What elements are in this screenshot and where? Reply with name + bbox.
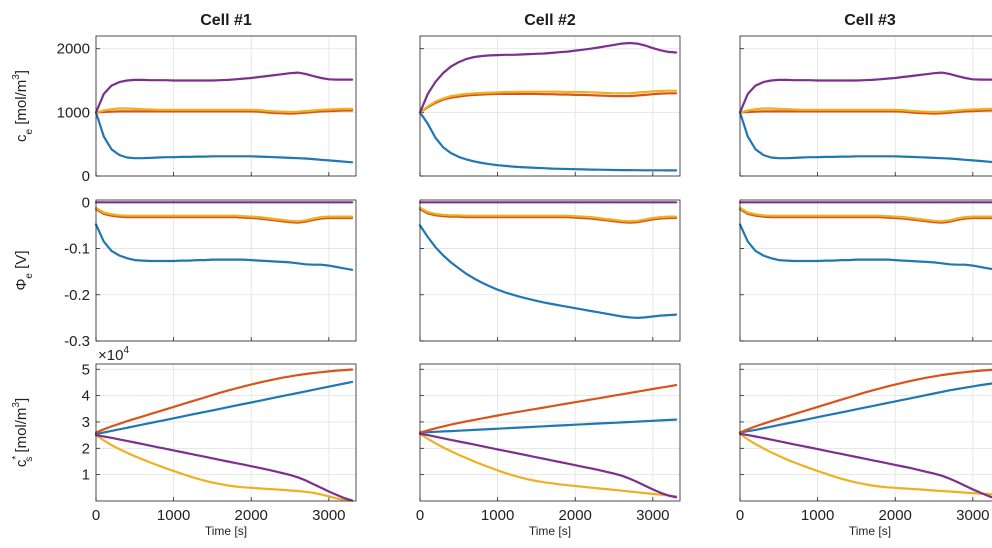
axes-box	[419, 363, 681, 502]
series-line-blue	[94, 380, 354, 435]
y-tick-label: 4	[82, 388, 90, 405]
x-tick-label: 1000	[801, 507, 834, 524]
series-line-yellow	[94, 206, 354, 223]
axes-cell1-row1: 0 1000 2000 ce [mol/m3]	[11, 35, 357, 185]
axes-box	[95, 35, 357, 177]
series-line-orange	[738, 368, 992, 434]
axes-box	[739, 363, 992, 502]
series-line-orange	[94, 208, 354, 224]
series-line-blue	[738, 111, 992, 164]
axes-cell1-row2: -0.3 -0.2 -0.1 0 Φe [V]	[13, 194, 357, 350]
series-line-orange	[738, 109, 992, 115]
axes-cell2-row2	[418, 199, 681, 342]
series-line-yellow	[738, 107, 992, 114]
series-line-blue	[418, 418, 678, 434]
x-tick-label: 1000	[157, 507, 190, 524]
series-line-yellow	[738, 206, 992, 223]
series-line-orange	[738, 208, 992, 224]
x-tick-label: 3000	[312, 507, 345, 524]
axes-cell3-row2	[738, 199, 992, 342]
axes-box	[95, 363, 357, 502]
cell-title-1: Cell #1	[200, 12, 252, 29]
y-axis-label: Φe [V]	[13, 250, 35, 290]
axes-box	[419, 35, 681, 177]
series-line-blue	[94, 223, 354, 271]
series-line-orange	[94, 109, 354, 115]
x-tick-label: 0	[416, 507, 424, 524]
series-line-purple	[94, 71, 354, 114]
series-line-orange	[418, 384, 678, 434]
series-line-purple	[418, 432, 678, 499]
x-tick-label: 2000	[235, 507, 268, 524]
y-tick-label: -0.2	[64, 287, 90, 304]
series-line-yellow	[94, 434, 354, 502]
y-exponent-label: ×104	[98, 345, 129, 364]
cell-title-3: Cell #3	[844, 12, 896, 29]
series-line-yellow	[418, 89, 678, 114]
axes-box	[95, 199, 357, 342]
series-line-blue	[94, 111, 354, 164]
series-line-orange	[94, 368, 354, 434]
x-tick-label: 2000	[559, 507, 592, 524]
axes-cell2-row1	[418, 35, 681, 177]
series-line-orange	[418, 208, 678, 224]
x-tick-label: 2000	[879, 507, 912, 524]
y-axis-label: c* s [mol/m3]	[11, 398, 35, 467]
axes-cell3-row1	[738, 35, 992, 177]
y-tick-label: 5	[82, 361, 90, 378]
series-line-blue	[418, 224, 678, 319]
series-line-purple	[94, 434, 354, 502]
y-tick-label: 0	[82, 168, 90, 185]
series-line-blue	[738, 223, 992, 271]
x-tick-label: 0	[92, 507, 100, 524]
x-tick-label: 3000	[956, 507, 989, 524]
series-line-purple	[418, 41, 678, 114]
y-tick-label: 3	[82, 414, 90, 431]
series-line-orange	[418, 92, 678, 114]
series-line-yellow	[738, 432, 992, 496]
axes-cell3-row3: 0 1000 2000 3000 Time [s]	[736, 363, 992, 538]
y-tick-label: -0.1	[64, 241, 90, 258]
y-tick-label: 0	[82, 194, 90, 211]
series-line-purple	[738, 71, 992, 114]
cell-title-2: Cell #2	[524, 12, 576, 29]
y-tick-label: 2000	[57, 41, 90, 58]
axes-box	[739, 199, 992, 342]
x-tick-label: 0	[736, 507, 744, 524]
y-axis-label: ce [mol/m3]	[11, 70, 35, 142]
axes-box	[739, 35, 992, 177]
axes-cell1-row3: 1 2 3 4 5 ×104 c* s [mol/m3] 0 1000 2000 3000 Time […	[11, 345, 357, 538]
series-line-blue	[738, 382, 992, 434]
x-axis-label: Time [s]	[205, 524, 247, 538]
y-tick-label: -0.3	[64, 333, 90, 350]
y-tick-label: 1	[82, 467, 90, 484]
series-line-yellow	[94, 107, 354, 114]
x-tick-label: 1000	[481, 507, 514, 524]
series-line-blue	[418, 111, 678, 172]
y-tick-label: 1000	[57, 104, 90, 121]
x-axis-label: Time [s]	[529, 524, 571, 538]
series-line-yellow	[418, 432, 678, 498]
series-line-yellow	[418, 206, 678, 223]
axes-box	[419, 199, 681, 342]
axes-cell2-row3: 0 1000 2000 3000 Time [s]	[416, 363, 681, 538]
series-line-purple	[738, 432, 992, 499]
x-axis-label: Time [s]	[849, 524, 891, 538]
x-tick-label: 3000	[636, 507, 669, 524]
y-tick-label: 2	[82, 440, 90, 457]
